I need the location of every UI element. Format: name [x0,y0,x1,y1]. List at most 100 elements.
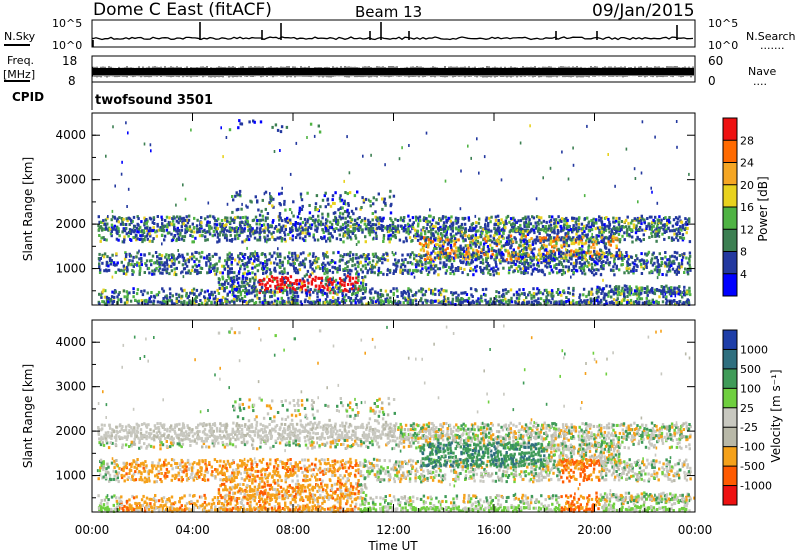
scatter-cell [676,238,680,242]
scatter-cell [116,217,119,221]
scatter-cell [547,258,551,262]
scatter-cell [104,289,107,293]
scatter-cell [508,234,511,238]
scatter-cell [128,291,131,295]
scatter-cell [475,224,478,228]
scatter-cell [218,286,221,290]
scatter-cell [578,302,581,306]
scatter-cell [511,240,515,244]
scatter-cell [462,246,465,250]
scatter-cell [304,231,307,235]
scatter-cell [586,265,589,269]
scatter-cell [437,222,440,226]
scatter-cell [155,293,158,297]
scatter-cell [186,252,189,256]
scatter-cell [416,269,419,273]
scatter-cell [139,225,142,229]
scatter-cell [340,289,343,293]
scatter-cell [334,215,337,219]
scatter-cell [671,267,675,271]
scatter-cell [407,297,410,301]
scatter-cell [258,238,261,242]
scatter-cell [238,234,241,237]
scatter-cell [553,252,556,256]
scatter-cell [200,267,204,270]
scatter-cell [541,236,544,240]
scatter-cell [615,254,618,257]
scatter-cell [439,218,443,222]
scatter-cell [317,257,320,261]
scatter-cell [363,222,366,226]
scatter-cell [402,301,405,305]
scatter-cell [537,301,540,304]
scatter-cell [230,262,233,266]
scatter-cell [380,302,383,306]
scatter-cell [601,226,604,230]
scatter-cell [400,224,403,228]
scatter-cell [443,227,447,230]
scatter-cell [306,220,309,224]
scatter-cell [522,288,525,291]
scatter-cell [384,297,387,301]
scatter-cell [499,234,502,238]
scatter-cell [118,216,121,220]
scatter-cell [281,260,284,264]
scatter-cell [238,189,242,193]
scatter-cell [467,296,471,300]
scatter-cell [389,296,392,300]
scatter-cell [517,269,520,273]
scatter-cell [588,239,592,243]
scatter-cell [124,251,127,255]
scatter-cell [366,269,370,273]
scatter-cell [224,225,227,229]
scatter-cell [495,271,498,275]
scatter-cell [230,253,233,257]
scatter-cell [429,267,433,271]
scatter-cell [254,272,257,276]
scatter-cell [434,251,437,255]
scatter-cell [255,222,258,226]
scatter-cell [261,282,264,286]
scatter-cell [481,268,485,272]
scatter-cell [640,214,643,218]
scatter-cell [386,224,389,228]
scatter-cell [392,226,396,230]
scatter-cell [491,246,494,250]
scatter-cell [401,218,405,222]
scatter-cell [617,228,620,232]
scatter-cell [197,263,201,267]
scatter-cell [673,250,677,254]
scatter-cell [253,257,257,261]
scatter-cell [230,283,233,287]
scatter-cell [547,238,550,242]
scatter-cell [200,233,204,237]
scatter-cell [320,263,324,267]
scatter-cell [308,252,312,256]
scatter-cell [220,219,224,222]
scatter-cell [489,297,492,301]
scatter-cell [132,236,135,239]
scatter-cell [519,230,523,234]
scatter-cell [364,283,368,287]
scatter-cell [578,261,582,265]
scatter-cell [577,253,580,257]
scatter-cell [433,258,437,262]
scatter-cell [517,264,520,268]
scatter-cell [228,290,231,294]
scatter-cell [329,277,332,281]
scatter-cell [480,294,483,298]
scatter-cell [557,292,560,296]
scatter-cell [577,237,580,241]
scatter-cell [341,255,345,258]
scatter-cell [222,264,226,268]
scatter-cell [331,296,335,300]
scatter-cell [151,221,154,225]
scatter-cell [364,240,367,244]
scatter-cell [216,235,220,239]
scatter-cell [341,294,344,297]
scatter-cell [236,281,240,285]
scatter-cell [248,277,252,281]
scatter-cell [354,284,357,288]
scatter-cell [484,287,488,291]
scatter-cell [261,301,264,305]
